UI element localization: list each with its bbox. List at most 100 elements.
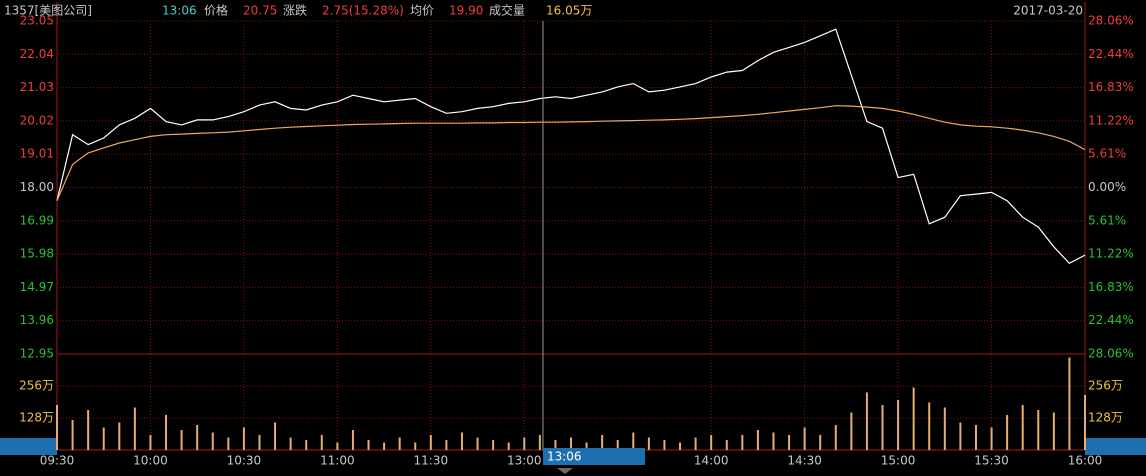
volume-bar [71, 420, 74, 450]
volume-bar [803, 427, 806, 450]
avg-label: 均价 [410, 4, 434, 18]
x-tick-label: 11:00 [320, 454, 355, 468]
volume-bar [538, 435, 541, 450]
price: 20.75 [243, 4, 277, 18]
volume-bar [632, 432, 635, 450]
x-tick-label: 10:00 [133, 454, 168, 468]
volume-bar [616, 440, 619, 450]
volume-bar [554, 440, 557, 450]
volume-bar [211, 432, 214, 450]
volume-bar [196, 425, 199, 450]
cursor-box [542, 448, 645, 465]
y2-tick-label: 22.44% [1088, 313, 1134, 327]
x-tick-label: 09:30 [40, 454, 75, 468]
volume-bar [118, 422, 121, 450]
y-tick-label: 23.05 [20, 14, 54, 28]
x-tick-label: 11:30 [414, 454, 449, 468]
volume-bar [242, 427, 245, 450]
volume-bar [414, 442, 417, 450]
volume-bar [1037, 410, 1040, 450]
y2-tick-label: 0.00% [1088, 180, 1126, 194]
y-tick-label: 22.04 [20, 47, 54, 61]
volume-bar [336, 442, 339, 450]
volume-bar [305, 440, 308, 450]
volume-bar [819, 435, 822, 450]
volume-bar [897, 400, 900, 450]
price-line [56, 105, 1086, 201]
volume-bar [492, 440, 495, 450]
x-tick-label: 16:00 [1068, 454, 1103, 468]
y-tick-label: 19.01 [20, 147, 54, 161]
volume-bar [227, 437, 230, 450]
volume-bar [507, 442, 510, 450]
volume-bar [398, 437, 401, 450]
time: 13:06 [162, 4, 197, 18]
x-tick-label: 13:00 [507, 454, 542, 468]
x-tick-label: 15:30 [974, 454, 1009, 468]
volume-bar [585, 442, 588, 450]
y-tick-label: 15.98 [20, 247, 54, 261]
volume-bar [1068, 357, 1071, 450]
volume-bar [383, 442, 386, 450]
volume-bar [959, 422, 962, 450]
volume-bar [289, 437, 292, 450]
x-tick-label: 14:00 [694, 454, 729, 468]
y-tick-label: 16.99 [20, 213, 54, 227]
volume-bar [974, 425, 977, 450]
y-tick-label: 13.96 [20, 313, 54, 327]
volume-bar [476, 437, 479, 450]
volume-bar [320, 435, 323, 450]
volume-bar [788, 435, 791, 450]
volume-bar [756, 430, 759, 450]
volume-bar [1021, 405, 1024, 450]
volume-bar [165, 415, 168, 450]
y-tick-label: 128万 [19, 411, 54, 425]
y-tick-label: 256万 [1088, 379, 1123, 393]
volume-bar [834, 425, 837, 450]
volume-bar [180, 430, 183, 450]
y2-tick-label: 22.44% [1088, 47, 1134, 61]
volume-bar [710, 435, 713, 450]
volume-bar [429, 435, 432, 450]
stock-code: 1357[美图公司] [4, 4, 92, 18]
volume-bar [772, 432, 775, 450]
y2-tick-label: 16.83% [1088, 80, 1134, 94]
change: 2.75(15.28%) [322, 4, 404, 18]
volume-bar [663, 440, 666, 450]
avg: 19.90 [449, 4, 483, 18]
y-tick-label: 128万 [1088, 411, 1123, 425]
x-tick-label: 14:30 [787, 454, 822, 468]
volume-bar [741, 435, 744, 450]
volume-bar [87, 410, 90, 450]
cursor-label: 13:06 [547, 450, 582, 464]
volume-bar [133, 407, 136, 450]
y2-tick-label: 5.61% [1088, 147, 1126, 161]
price-line [56, 28, 1086, 265]
cursor-arrow [556, 468, 573, 474]
volume: 16.05万 [546, 4, 592, 18]
volume-bar [647, 437, 650, 450]
x-tick-label: 15:00 [881, 454, 916, 468]
volume-bar [694, 437, 697, 450]
volume-bar [523, 437, 526, 450]
volume-bar [928, 402, 931, 450]
right-strip [1085, 438, 1146, 455]
change-label: 涨跌 [283, 3, 307, 18]
x-tick-label: 10:30 [227, 454, 262, 468]
price-label: 价格 [204, 3, 228, 18]
y2-tick-label: 5.61% [1088, 213, 1126, 227]
volume-bar [1052, 412, 1055, 450]
y2-tick-label: 11.22% [1088, 113, 1134, 127]
volume-label: 成交量 [489, 3, 525, 18]
volume-bar [460, 432, 463, 450]
volume-bar [679, 442, 682, 450]
volume-bar [912, 387, 915, 450]
volume-bar [102, 427, 105, 450]
volume-bar [943, 407, 946, 450]
volume-bar [445, 440, 448, 450]
volume-bar [881, 405, 884, 450]
volume-bar [725, 440, 728, 450]
y-tick-label: 18.00 [20, 180, 54, 194]
left-strip [0, 438, 57, 455]
